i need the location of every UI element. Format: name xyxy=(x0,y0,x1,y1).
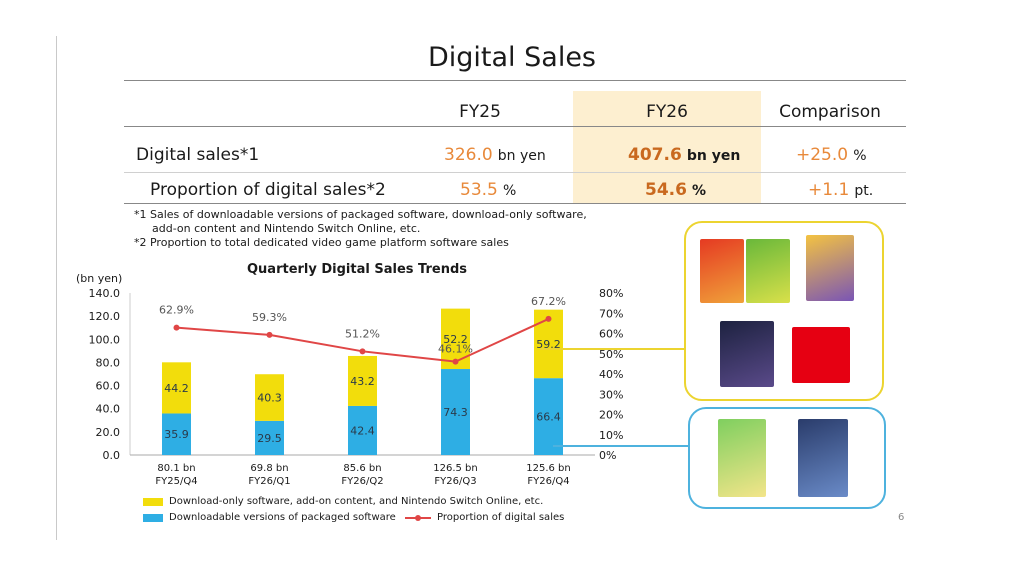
total-label: 126.5 bn xyxy=(433,463,478,474)
fy25-proportion: 53.5 % xyxy=(460,180,517,200)
bar-label-packaged: 29.5 xyxy=(257,432,282,445)
legend-packaged: Downloadable versions of packaged softwa… xyxy=(143,512,396,523)
legend-swatch-blue xyxy=(143,513,163,522)
product-connectors xyxy=(540,348,688,447)
y2-tick-label: 20% xyxy=(599,409,623,422)
category-label: FY26/Q3 xyxy=(434,476,476,487)
legend-proportion-label: Proportion of digital sales xyxy=(437,512,565,523)
bar-label-packaged: 35.9 xyxy=(164,428,189,441)
bar-label-download-only: 59.2 xyxy=(536,338,561,351)
nintendo-switch-online-image xyxy=(792,327,850,383)
proportion-label: 67.2% xyxy=(531,295,566,308)
total-label: 85.6 bn xyxy=(343,463,381,474)
page-number: 6 xyxy=(898,512,905,523)
product-image xyxy=(806,235,854,301)
bar-label-download-only: 52.2 xyxy=(443,333,468,346)
header-fy26: FY26 xyxy=(646,102,688,122)
product-image xyxy=(798,419,848,497)
download-only-products-box xyxy=(684,221,884,401)
proportion-label: 51.2% xyxy=(345,327,380,340)
bar-download-only xyxy=(255,374,284,421)
proportion-point xyxy=(545,315,552,322)
y2-tick-label: 0% xyxy=(599,449,616,462)
y2-tick-label: 30% xyxy=(599,388,623,401)
fy26-proportion: 54.6 % xyxy=(645,180,707,200)
row-label-digital-sales: Digital sales*1 xyxy=(136,145,260,165)
header-comparison: Comparison xyxy=(779,102,881,122)
category-label: FY26/Q1 xyxy=(248,476,290,487)
bar-label-packaged: 74.3 xyxy=(443,406,468,419)
footnote-1b: add-on content and Nintendo Switch Onlin… xyxy=(152,222,421,235)
header-fy25: FY25 xyxy=(459,102,501,122)
y2-tick-label: 40% xyxy=(599,368,623,381)
bar-download-only xyxy=(162,362,191,414)
left-divider xyxy=(56,36,57,540)
row-label-proportion: Proportion of digital sales*2 xyxy=(150,180,386,200)
y-tick-label: 120.0 xyxy=(89,310,121,323)
total-label: 69.8 bn xyxy=(250,463,288,474)
fy26-digital-sales: 407.6 bn yen xyxy=(628,145,741,165)
chart-title: Quarterly Digital Sales Trends xyxy=(247,262,467,277)
proportion-point xyxy=(173,324,180,331)
y-axis-label: (bn yen) xyxy=(76,272,122,285)
bar-label-packaged: 42.4 xyxy=(350,424,375,437)
y-tick-label: 60.0 xyxy=(96,380,121,393)
bar-packaged xyxy=(348,405,377,455)
total-label: 125.6 bn xyxy=(526,463,571,474)
proportion-label: 46.1% xyxy=(438,343,473,356)
y-tick-label: 100.0 xyxy=(89,333,121,346)
bar-label-download-only: 40.3 xyxy=(257,392,282,405)
bar-download-only xyxy=(348,355,377,406)
page-title: Digital Sales xyxy=(427,42,596,73)
proportion-label: 62.9% xyxy=(159,304,194,317)
legend-download-only-label: Download-only software, add-on content, … xyxy=(169,496,544,507)
y2-tick-label: 70% xyxy=(599,307,623,320)
proportion-label: 59.3% xyxy=(252,311,287,324)
category-label: FY26/Q2 xyxy=(341,476,383,487)
legend-swatch-yellow xyxy=(143,497,163,506)
y-tick-label: 40.0 xyxy=(96,403,121,416)
y-tick-label: 140.0 xyxy=(89,287,121,300)
proportion-point xyxy=(452,358,459,365)
category-label: FY25/Q4 xyxy=(155,476,197,487)
table-header-rule xyxy=(124,126,906,127)
bar-label-packaged: 66.4 xyxy=(536,411,561,424)
legend-packaged-label: Downloadable versions of packaged softwa… xyxy=(169,512,396,523)
total-label: 80.1 bn xyxy=(157,463,195,474)
bar-label-download-only: 44.2 xyxy=(164,382,189,395)
bar-packaged xyxy=(162,413,191,455)
bar-packaged xyxy=(441,369,470,455)
y2-tick-label: 10% xyxy=(599,429,623,442)
proportion-point xyxy=(359,348,366,355)
digital-sales-chart: Quarterly Digital Sales Trends (bn yen) … xyxy=(76,262,623,487)
product-image xyxy=(720,321,774,387)
y2-tick-label: 80% xyxy=(599,287,623,300)
category-label: FY26/Q4 xyxy=(527,476,569,487)
y-tick-label: 0.0 xyxy=(103,449,121,462)
footnote-2: *2 Proportion to total dedicated video g… xyxy=(134,236,509,249)
legend-download-only: Download-only software, add-on content, … xyxy=(143,496,543,507)
y-tick-label: 80.0 xyxy=(96,356,121,369)
table-bottom-rule xyxy=(124,203,906,204)
bar-label-download-only: 43.2 xyxy=(350,375,375,388)
product-image xyxy=(718,419,766,497)
product-image xyxy=(700,239,744,303)
footnote-1a: *1 Sales of downloadable versions of pac… xyxy=(134,208,587,221)
proportion-point xyxy=(266,331,273,338)
comparison-proportion: +1.1 pt. xyxy=(808,180,874,200)
comparison-digital-sales: +25.0 % xyxy=(796,145,867,165)
packaged-products-box xyxy=(688,407,886,509)
bar-packaged xyxy=(255,420,284,455)
fy26-highlight xyxy=(573,91,761,203)
y-tick-label: 20.0 xyxy=(96,426,121,439)
y2-tick-label: 50% xyxy=(599,348,623,361)
product-image xyxy=(746,239,790,303)
legend-line-swatch xyxy=(405,514,431,521)
table-top-rule xyxy=(124,80,906,81)
bar-packaged xyxy=(534,378,563,455)
table-row-rule xyxy=(124,172,906,173)
legend-proportion: Proportion of digital sales xyxy=(405,512,564,523)
fy25-digital-sales: 326.0 bn yen xyxy=(444,145,546,165)
y2-tick-label: 60% xyxy=(599,328,623,341)
